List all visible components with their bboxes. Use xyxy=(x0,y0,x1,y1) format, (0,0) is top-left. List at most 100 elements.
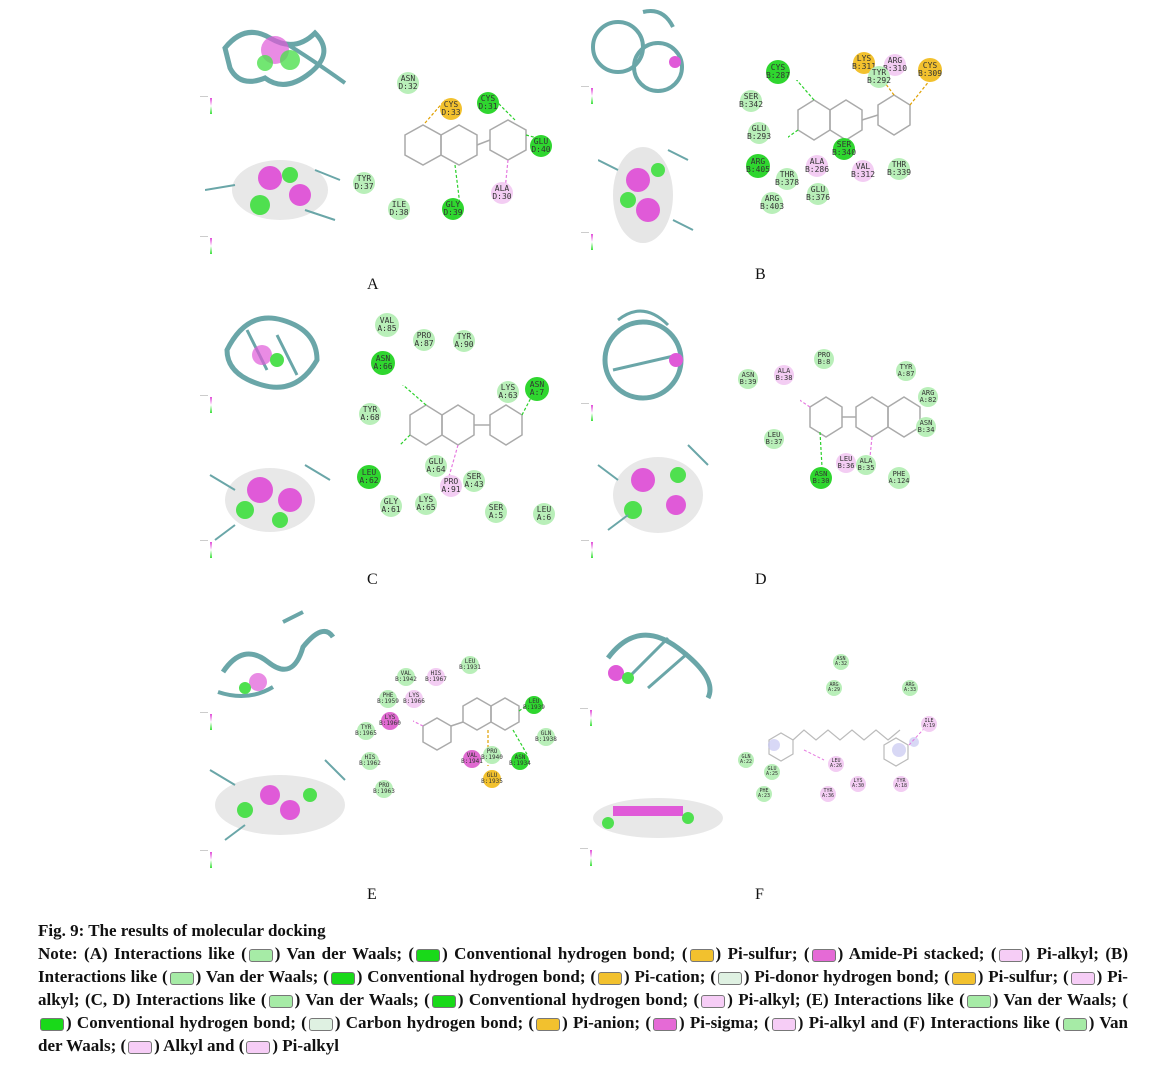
note-text: ) Amide-Pi stacked; ( xyxy=(837,944,997,963)
note-text: ) Pi-sigma; ( xyxy=(679,1013,770,1032)
note-text: ) Pi-alkyl and (F) Interactions like ( xyxy=(797,1013,1061,1032)
residue-node: PHE A:23 xyxy=(756,786,772,802)
residue-node: ALA D:30 xyxy=(491,182,513,204)
residue-node: GLU B:1935 xyxy=(481,770,503,788)
residue-node: ARG A:29 xyxy=(826,680,842,696)
protein-surface-e xyxy=(209,759,346,841)
protein-surface-c xyxy=(209,464,331,541)
protein-surface-f xyxy=(593,798,723,838)
protein-surface-a xyxy=(205,160,341,221)
residue-node: THR B:339 xyxy=(887,158,911,180)
note-text: ) Van der Waals; ( xyxy=(38,1013,1128,1055)
residue-node: HIS B:1962 xyxy=(359,752,381,770)
residue-node: ARG B:310 xyxy=(883,54,907,76)
legend-swatch xyxy=(717,971,742,985)
legend-hbonds-icon xyxy=(200,395,214,413)
panel-f: ASN A:32 ARG A:29 ARG A:33 ILE A:19 GLN A:22 … xyxy=(578,600,978,905)
protein-surface-b xyxy=(598,147,694,243)
legend-swatch xyxy=(169,971,194,985)
residue-node: ASN A:32 xyxy=(833,654,849,670)
legend-hbonds-icon xyxy=(200,540,214,558)
residue-node: GLY A:61 xyxy=(380,495,402,517)
residue-node: LYS A:63 xyxy=(497,381,519,403)
panel-label-e: E xyxy=(367,886,377,903)
protein-ribbon-d-top xyxy=(602,309,684,401)
legend-swatch xyxy=(416,948,441,962)
legend-swatch xyxy=(653,1017,677,1031)
legend-swatch xyxy=(1070,971,1095,985)
residue-node: TYR A:36 xyxy=(820,786,836,802)
residue-node: LYS B:1960 xyxy=(379,712,401,730)
residue-node: GLN A:22 xyxy=(738,752,754,768)
residue-node: HIS B:1967 xyxy=(425,668,447,686)
legend-swatch xyxy=(951,971,976,985)
note-text: ) Alkyl and ( xyxy=(154,1036,245,1055)
note-text: ) Van der Waals; ( xyxy=(992,990,1128,1009)
note-text: Note: (A) Interactions like ( xyxy=(38,944,247,963)
legend-swatch xyxy=(771,1017,796,1031)
residue-node: CYS D:31 xyxy=(477,92,499,114)
legend-hbonds-icon xyxy=(581,540,595,558)
ligand-2d-e xyxy=(413,697,534,766)
figure-caption: Fig. 9: The results of molecular docking… xyxy=(38,919,1128,1057)
legend-swatch xyxy=(1062,1017,1087,1031)
residue-node: PRO B:8 xyxy=(814,349,834,369)
note-text: ) Pi-alkyl xyxy=(272,1036,339,1055)
residue-node: ARG B:405 xyxy=(746,154,770,178)
panel-label-b: B xyxy=(755,266,766,283)
residue-node: LEU A:62 xyxy=(357,465,381,489)
legend-hbonds-icon xyxy=(581,232,595,250)
legend-hbonds-icon xyxy=(200,96,214,114)
legend-swatch xyxy=(701,994,726,1008)
legend-swatch xyxy=(431,994,456,1008)
ligand-2d-c xyxy=(400,385,536,480)
legend-swatch xyxy=(689,948,714,962)
residue-node: LEU B:1931 xyxy=(459,656,481,674)
residue-node: ASN B:34 xyxy=(916,417,936,437)
panel-a: ASN D:32 CYS D:33 CYS D:31 GLU D:40 TYR D:37 … xyxy=(195,10,565,293)
ligand-2d-f xyxy=(768,719,933,767)
residue-node: ASN B:30 xyxy=(810,467,832,489)
note-text: ) Pi-sulfur; ( xyxy=(715,944,810,963)
legend-swatch xyxy=(308,1017,333,1031)
legend-swatch xyxy=(268,994,293,1008)
residue-node: TYR D:37 xyxy=(353,172,375,194)
legend-hbonds-icon xyxy=(200,712,214,730)
legend-swatch xyxy=(811,948,836,962)
note-text: ) Van der Waals; ( xyxy=(274,944,415,963)
residue-node: ALA B:35 xyxy=(856,455,876,475)
legend-swatch xyxy=(128,1040,153,1054)
residue-node: ASN A:66 xyxy=(371,351,395,375)
residue-node: LEU A:26 xyxy=(828,756,844,772)
legend-swatch xyxy=(246,1040,271,1054)
residue-node: GLY D:39 xyxy=(442,198,464,220)
residue-node: GLU A:25 xyxy=(764,764,780,780)
legend-hbonds-icon xyxy=(200,850,214,868)
legend-swatch xyxy=(598,971,623,985)
panel-b: CYS B:287 LYS B:311 ARG B:310 TYR B:292 CYS B… xyxy=(578,0,978,285)
note-text: ) Pi-cation; ( xyxy=(624,967,716,986)
residue-node: GLU D:40 xyxy=(530,135,552,157)
residue-node: LEU A:6 xyxy=(533,503,555,525)
panel-label-f: F xyxy=(755,886,764,903)
residue-node: VAL A:85 xyxy=(375,313,399,337)
note-text: ) Pi-anion; ( xyxy=(562,1013,651,1032)
legend-hbonds-icon xyxy=(581,86,595,104)
legend-swatch xyxy=(966,994,991,1008)
residue-node: TYR B:1965 xyxy=(355,722,377,740)
residue-node: GLN B:1938 xyxy=(535,728,557,746)
residue-node: LYS A:30 xyxy=(850,776,866,792)
residue-node: ARG B:403 xyxy=(760,192,784,214)
residue-node: CYS B:287 xyxy=(766,60,790,84)
legend-hbonds-icon xyxy=(581,403,595,421)
residue-node: ARG A:33 xyxy=(902,680,918,696)
protein-ribbon-a-top xyxy=(222,29,347,87)
residue-node: SER B:342 xyxy=(739,90,763,112)
panel-e: LEU B:1931 VAL B:1942 HIS B:1967 PHE B:1959 … xyxy=(195,600,575,905)
note-text: ) Conventional hydrogen bond; ( xyxy=(356,967,597,986)
figure-title: Fig. 9: The results of molecular docking xyxy=(38,921,326,940)
residue-node: TYR A:90 xyxy=(453,330,475,352)
residue-node: PHE B:1959 xyxy=(377,690,399,708)
residue-node: CYS D:33 xyxy=(440,98,462,120)
residue-node: PRO A:91 xyxy=(440,475,462,497)
